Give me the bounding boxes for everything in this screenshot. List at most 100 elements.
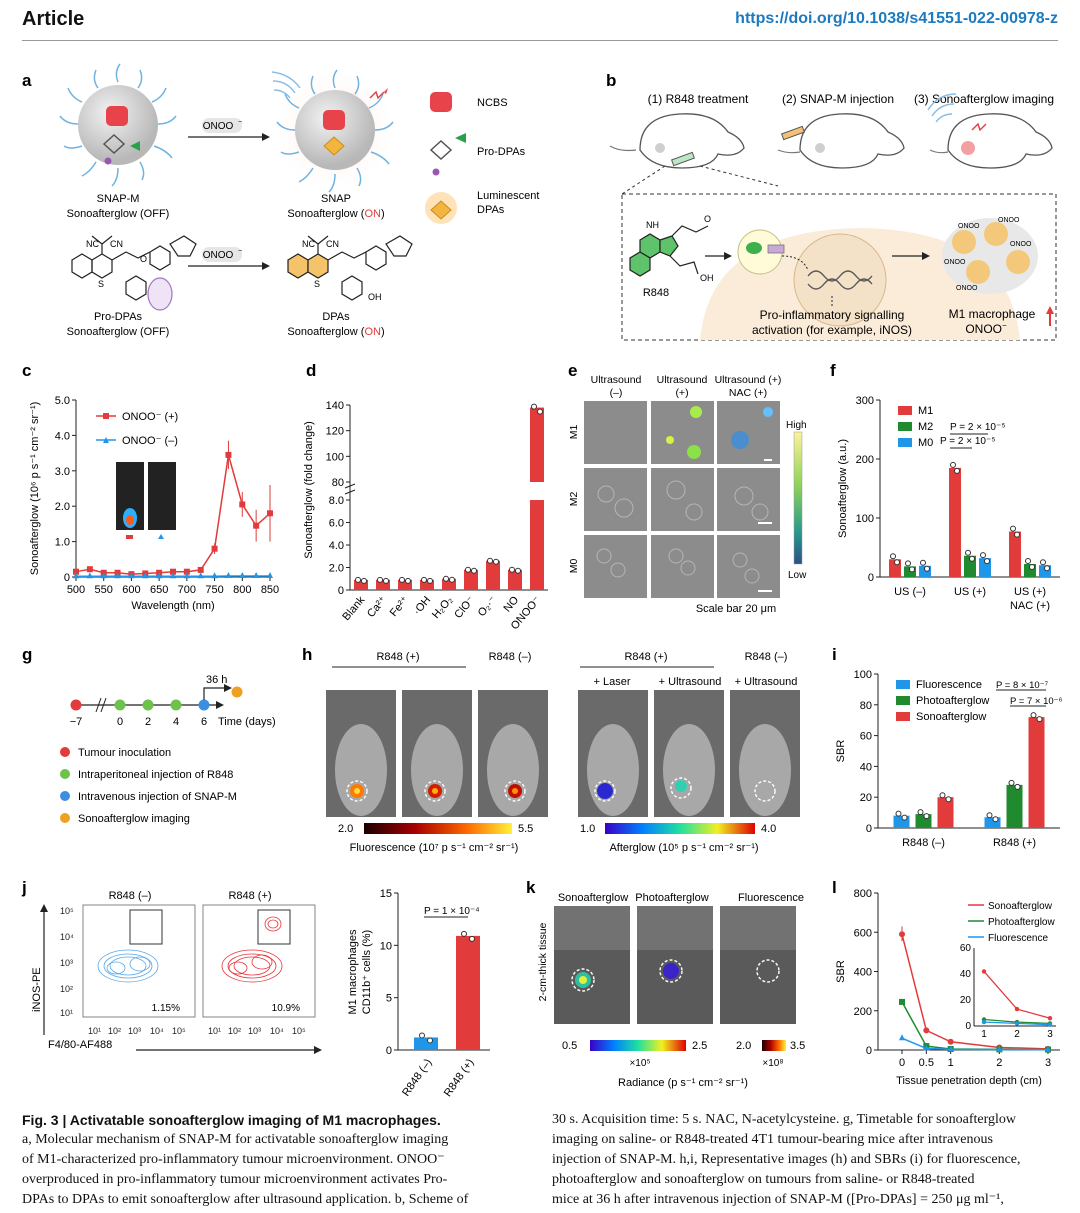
i-dot — [901, 814, 908, 821]
s-label-1: S — [98, 279, 104, 289]
panel-e-letter: e — [568, 361, 577, 380]
prodpas-state-label: Sonoafterglow (OFF) — [67, 326, 170, 338]
i-legend-swatch — [896, 712, 910, 721]
c-tube-marker-pos — [126, 535, 133, 539]
l-point — [947, 1045, 954, 1052]
d-dot — [537, 408, 543, 415]
legend-red-dot — [60, 747, 70, 757]
r848-structure — [629, 225, 709, 277]
snapm-dot — [198, 699, 210, 711]
f-pvalue-1: P = 2 × 10⁻⁵ — [950, 422, 1005, 433]
s-label-2: S — [314, 279, 320, 289]
k-jet-colorbar — [590, 1040, 686, 1051]
j-dot — [469, 935, 475, 942]
l-legend-label: Sonoafterglow — [988, 901, 1053, 912]
f-xtick-label: US (+) — [1014, 586, 1046, 598]
c-legend-label-pos: ONOO⁻ (+) — [122, 411, 178, 423]
c-point-neg — [170, 572, 176, 579]
onoo-pill-bottom-label: ONOO — [203, 250, 234, 261]
panel-a-letter: a — [22, 71, 32, 90]
dpas-legend-icon — [430, 200, 452, 220]
e-col-3-line-2: NAC (+) — [729, 387, 767, 399]
i-dot — [1030, 712, 1037, 719]
f-dot — [954, 467, 960, 474]
j-ytick-label: 10 — [380, 940, 392, 952]
doi-link[interactable]: https://doi.org/10.1038/s41551-022-00978… — [735, 10, 1058, 27]
d-bar — [508, 569, 522, 590]
i-ytick-label: 80 — [860, 700, 872, 712]
header-divider — [22, 40, 1058, 41]
l-xtick-label: 2 — [996, 1057, 1002, 1069]
d-xtick-label: ClO⁻ — [452, 594, 477, 621]
c-legend-marker-neg — [103, 437, 109, 443]
i-xtick-label: R848 (–) — [902, 837, 945, 849]
c-point-neg — [239, 571, 246, 578]
fl-scale-max: 5.5 — [518, 823, 533, 835]
e-col-1-line-1: Ultrasound — [591, 374, 642, 386]
d-ytick-label: 2.0 — [329, 563, 344, 575]
c-point-neg — [225, 571, 232, 578]
i-dot — [917, 809, 924, 816]
r848-dot-3 — [170, 699, 182, 711]
dpas-legend-label-1: Luminescent — [477, 190, 539, 202]
d-bar — [486, 560, 500, 590]
k-tissue-label: 2-cm-thick tissue — [537, 922, 549, 1001]
l-inset-xtick-label: 1 — [981, 1029, 987, 1040]
imaging-dot — [231, 686, 243, 698]
onoo-pill-bottom — [202, 247, 242, 262]
h-group-fl-plus: R848 (+) — [376, 651, 419, 663]
mouse-illustrations — [639, 113, 1053, 169]
f-dot — [984, 558, 990, 565]
day-6: 6 — [201, 716, 207, 728]
m1-us-off-image — [584, 401, 647, 464]
k-scale1-min: 0.5 — [562, 1040, 577, 1052]
m2-us-off-image — [584, 468, 647, 531]
d-dot — [471, 567, 477, 574]
gate-plus — [257, 909, 291, 945]
d-dot — [361, 577, 367, 584]
d-ytick-label: 4.0 — [329, 540, 344, 552]
f-legend-swatch — [898, 438, 912, 447]
f-xtick-label: US (–) — [894, 586, 926, 598]
c-point-neg — [197, 572, 204, 579]
j-bar-ylabel-2: CD11b⁺ cells (%) — [361, 930, 373, 1014]
i-pvalue-1: P = 8 × 10⁻⁷ — [996, 680, 1049, 691]
panel-h-letter: h — [302, 645, 312, 664]
panel-f-letter: f — [830, 361, 836, 380]
time-axis-label: Time (days) — [218, 716, 276, 728]
i-xtick-label: R848 (+) — [993, 837, 1036, 849]
j-dot — [461, 930, 467, 937]
svg-text:10⁴: 10⁴ — [150, 1026, 164, 1036]
c-legend-label-neg: ONOO⁻ (–) — [122, 435, 178, 447]
e-row-m0: M0 — [568, 559, 580, 574]
step-1-label: (1) R848 treatment — [648, 92, 749, 106]
onoo-pill-top — [202, 118, 242, 133]
panel-a-legend: NCBS Pro-DPAs Luminescent DPAs — [425, 92, 539, 224]
svg-text:10¹: 10¹ — [208, 1026, 221, 1036]
h-group-ag-plus: R848 (+) — [624, 651, 667, 663]
tumour-inoculation-dot — [70, 699, 82, 711]
caption-right-line-5: mice at 36 h after intravenous injection… — [552, 1192, 1004, 1207]
after-36h-label: 36 h — [206, 674, 227, 686]
d-ytick-label: 100 — [326, 451, 344, 463]
e-col-2-line-1: Ultrasound — [657, 374, 708, 386]
chart-i-sbr: 0 20 40 60 80 100 SBR R848 (–) R848 (+) Fluoresce… — [835, 669, 1063, 849]
d-dot — [531, 403, 537, 410]
caption-left-line-2: of M1-characterized pro-inflammatory tum… — [22, 1152, 445, 1167]
caption-right-line-4: photoafterglow and sonoafterglow on tumo… — [552, 1172, 975, 1187]
d-dot — [449, 576, 455, 583]
mouse-3 — [947, 113, 1053, 169]
f-legend-label: M1 — [918, 405, 933, 417]
f-bar — [949, 467, 961, 577]
l-inset-ytick-label: 20 — [960, 995, 972, 1006]
step-3-label: (3) Sonoafterglow imaging — [914, 92, 1054, 106]
i-dot — [1014, 783, 1021, 790]
fl-scale-label: Fluorescence (10⁷ p s⁻¹ cm⁻² sr⁻¹) — [350, 842, 519, 854]
i-dot — [986, 812, 993, 819]
d-dot — [509, 566, 515, 573]
l-inset-point — [1047, 1016, 1053, 1021]
c-ylabel: Sonoafterglow (10⁶ p s⁻¹ cm⁻² sr⁻¹) — [29, 402, 41, 576]
j-xtick-label: R848 (+) — [442, 1057, 477, 1099]
l-point — [899, 998, 905, 1005]
